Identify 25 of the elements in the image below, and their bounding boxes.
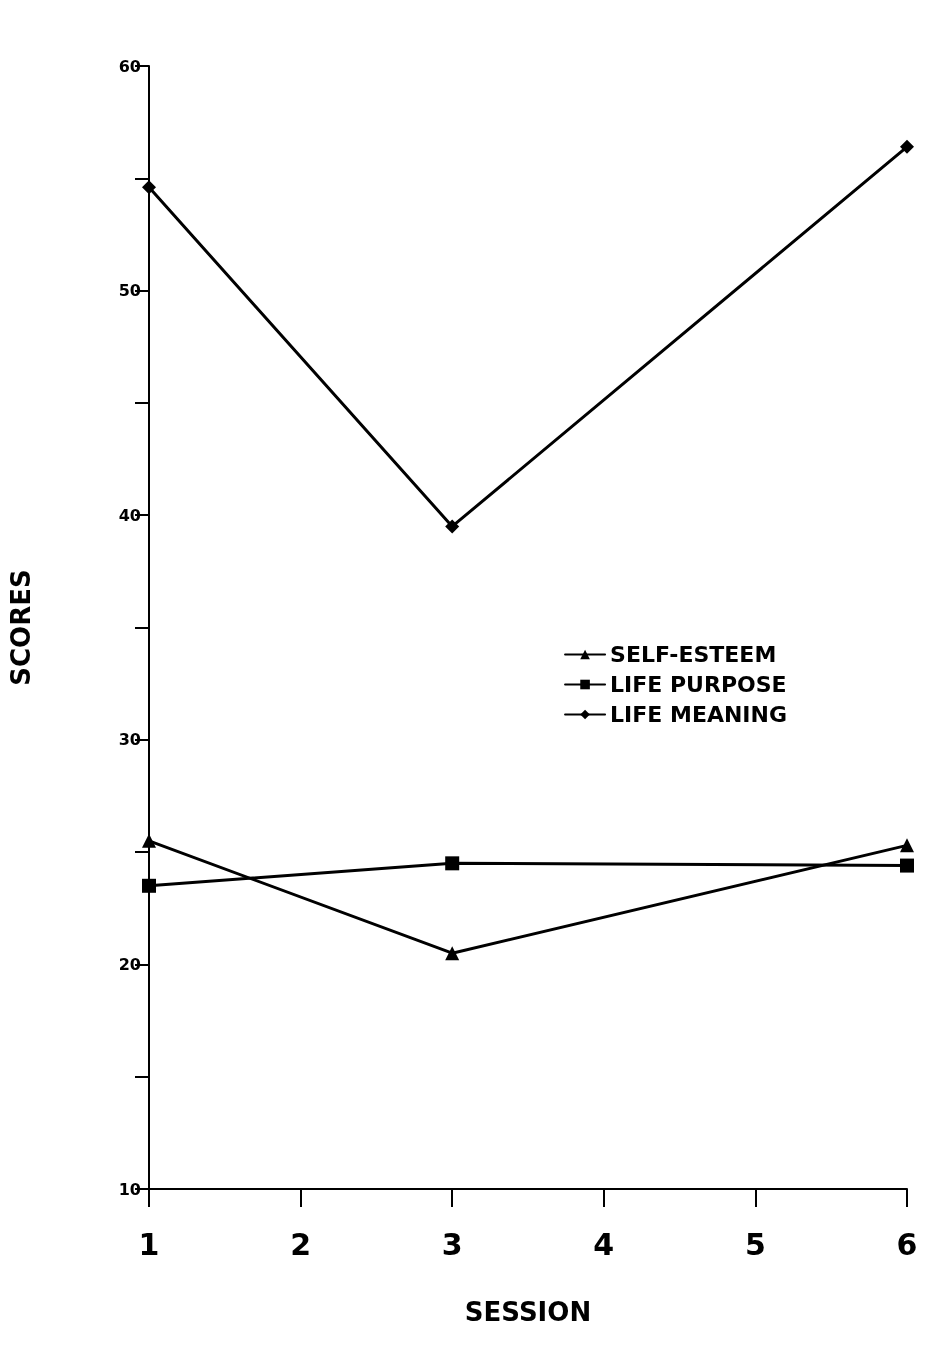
- y-tick-label: 30: [118, 730, 141, 750]
- point: [445, 519, 460, 534]
- point: [142, 878, 156, 893]
- x-axis-title: SESSION: [464, 1297, 592, 1327]
- point: [900, 139, 914, 154]
- y-tick-label: 20: [118, 954, 141, 974]
- x-tick-label: 2: [290, 1226, 312, 1262]
- x-tick-label: 1: [138, 1226, 160, 1262]
- x-tick-label: 4: [593, 1226, 615, 1262]
- legend-label: LIFE MEANING: [610, 702, 787, 727]
- y-tick-label: 40: [118, 505, 141, 525]
- y-tick-label: 50: [118, 281, 141, 301]
- point: [445, 946, 460, 961]
- point: [900, 838, 914, 853]
- x-tick-label: 6: [896, 1226, 918, 1262]
- point: [142, 180, 156, 195]
- y-tick-label: 60: [118, 56, 141, 76]
- x-tick-label: 3: [441, 1226, 463, 1262]
- y-axis-title: SCORES: [6, 569, 36, 686]
- point: [900, 858, 914, 873]
- legend-label: SELF-ESTEEM: [610, 642, 777, 667]
- x-tick-label: 5: [744, 1226, 766, 1262]
- legend-label: LIFE PURPOSE: [610, 672, 787, 697]
- y-tick-label: 10: [118, 1179, 141, 1199]
- point: [445, 856, 460, 871]
